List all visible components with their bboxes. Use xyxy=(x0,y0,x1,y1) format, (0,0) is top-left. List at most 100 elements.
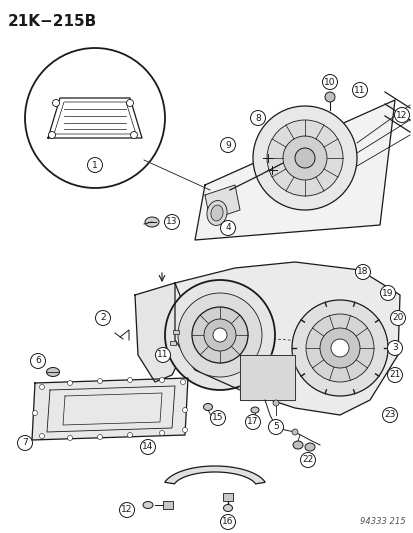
Text: 18: 18 xyxy=(356,268,368,277)
Circle shape xyxy=(87,157,102,173)
Text: 94333 215: 94333 215 xyxy=(359,517,405,526)
Circle shape xyxy=(291,300,387,396)
Text: 15: 15 xyxy=(212,414,223,423)
Circle shape xyxy=(250,110,265,125)
Circle shape xyxy=(31,353,45,368)
Text: 16: 16 xyxy=(222,518,233,527)
Polygon shape xyxy=(164,466,265,484)
Circle shape xyxy=(389,311,404,326)
Circle shape xyxy=(220,138,235,152)
Ellipse shape xyxy=(142,502,153,508)
Circle shape xyxy=(220,514,235,529)
Text: 9: 9 xyxy=(225,141,230,149)
Text: 11: 11 xyxy=(157,351,169,359)
Circle shape xyxy=(165,280,274,390)
Circle shape xyxy=(159,431,164,435)
Polygon shape xyxy=(48,98,142,138)
Ellipse shape xyxy=(46,367,59,376)
Circle shape xyxy=(319,328,359,368)
Circle shape xyxy=(127,432,132,438)
Ellipse shape xyxy=(223,505,232,512)
Ellipse shape xyxy=(250,407,259,413)
Text: 7: 7 xyxy=(22,439,28,448)
Circle shape xyxy=(159,377,164,383)
Ellipse shape xyxy=(203,403,212,410)
Text: 19: 19 xyxy=(381,288,393,297)
Text: 10: 10 xyxy=(323,77,335,86)
Text: 20: 20 xyxy=(392,313,403,322)
Circle shape xyxy=(268,419,283,434)
Circle shape xyxy=(178,293,261,377)
Circle shape xyxy=(182,427,187,432)
Circle shape xyxy=(220,221,235,236)
Text: 21: 21 xyxy=(388,370,400,379)
Ellipse shape xyxy=(206,200,227,225)
Circle shape xyxy=(95,311,110,326)
Text: 21K−215B: 21K−215B xyxy=(8,14,97,29)
Circle shape xyxy=(17,435,33,450)
Circle shape xyxy=(67,435,72,440)
Circle shape xyxy=(97,378,102,384)
Circle shape xyxy=(164,214,179,230)
Circle shape xyxy=(324,92,334,102)
Circle shape xyxy=(322,75,337,90)
Bar xyxy=(170,341,176,345)
Circle shape xyxy=(39,433,44,439)
Circle shape xyxy=(204,319,235,351)
Circle shape xyxy=(67,381,72,385)
Polygon shape xyxy=(135,283,185,382)
Circle shape xyxy=(52,100,59,107)
Text: 2: 2 xyxy=(100,313,106,322)
Text: 1: 1 xyxy=(92,160,97,169)
Polygon shape xyxy=(175,262,399,415)
Circle shape xyxy=(351,83,367,98)
Circle shape xyxy=(210,410,225,425)
Circle shape xyxy=(272,400,278,406)
Text: 12: 12 xyxy=(395,110,407,119)
Circle shape xyxy=(97,434,102,440)
Text: 13: 13 xyxy=(166,217,177,227)
Circle shape xyxy=(382,408,396,423)
Circle shape xyxy=(130,132,137,139)
Circle shape xyxy=(48,132,55,139)
Circle shape xyxy=(119,503,134,518)
Circle shape xyxy=(39,384,44,390)
Text: 4: 4 xyxy=(225,223,230,232)
Circle shape xyxy=(126,100,133,107)
Ellipse shape xyxy=(304,443,314,451)
Circle shape xyxy=(387,367,401,383)
Text: 6: 6 xyxy=(35,357,41,366)
Text: 5: 5 xyxy=(273,423,278,432)
Circle shape xyxy=(25,48,165,188)
Text: 22: 22 xyxy=(301,456,313,464)
Circle shape xyxy=(294,148,314,168)
Circle shape xyxy=(155,348,170,362)
Circle shape xyxy=(380,286,394,301)
Text: 14: 14 xyxy=(142,442,153,451)
Circle shape xyxy=(180,379,185,384)
Circle shape xyxy=(330,339,348,357)
Bar xyxy=(223,493,233,501)
Circle shape xyxy=(266,120,342,196)
Circle shape xyxy=(127,377,132,383)
Circle shape xyxy=(271,424,277,430)
Text: 3: 3 xyxy=(391,343,397,352)
Text: 23: 23 xyxy=(383,410,395,419)
Circle shape xyxy=(182,408,187,413)
Bar xyxy=(173,330,178,334)
Circle shape xyxy=(140,440,155,455)
Circle shape xyxy=(33,410,38,416)
Circle shape xyxy=(291,429,297,435)
Circle shape xyxy=(387,341,401,356)
Circle shape xyxy=(300,453,315,467)
Circle shape xyxy=(282,136,326,180)
Ellipse shape xyxy=(145,217,159,227)
Circle shape xyxy=(192,307,247,363)
Polygon shape xyxy=(32,378,188,440)
Polygon shape xyxy=(204,185,240,220)
Bar xyxy=(163,501,173,509)
Circle shape xyxy=(245,415,260,430)
Text: 11: 11 xyxy=(354,85,365,94)
Circle shape xyxy=(212,328,226,342)
Ellipse shape xyxy=(292,441,302,449)
